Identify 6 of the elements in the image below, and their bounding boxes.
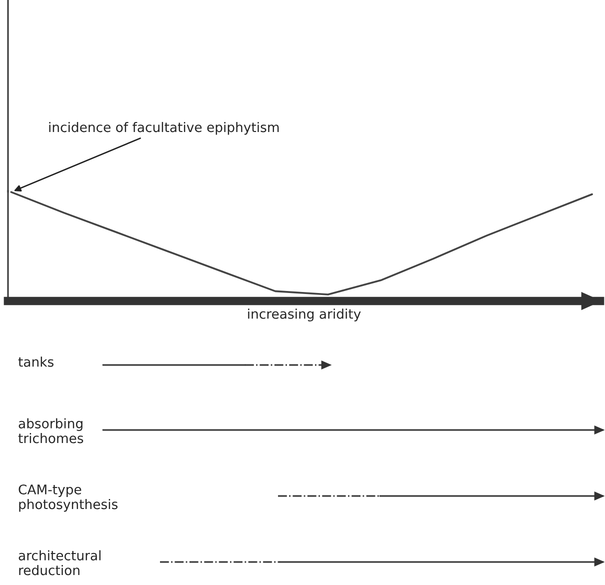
text: architectural reduction xyxy=(18,550,101,576)
text: absorbing trichomes xyxy=(18,418,84,444)
text: tanks xyxy=(18,356,54,367)
text: CAM-type photosynthesis xyxy=(18,484,118,512)
text: incidence of facultative epiphytism xyxy=(49,122,279,135)
x-axis-title: increasing aridity xyxy=(248,308,361,322)
